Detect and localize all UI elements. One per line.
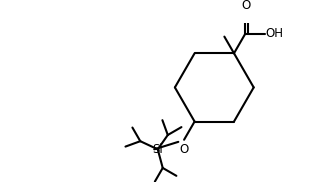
Text: O: O: [180, 143, 189, 156]
Text: O: O: [241, 0, 251, 12]
Text: OH: OH: [266, 27, 284, 40]
Text: Si: Si: [152, 143, 163, 156]
